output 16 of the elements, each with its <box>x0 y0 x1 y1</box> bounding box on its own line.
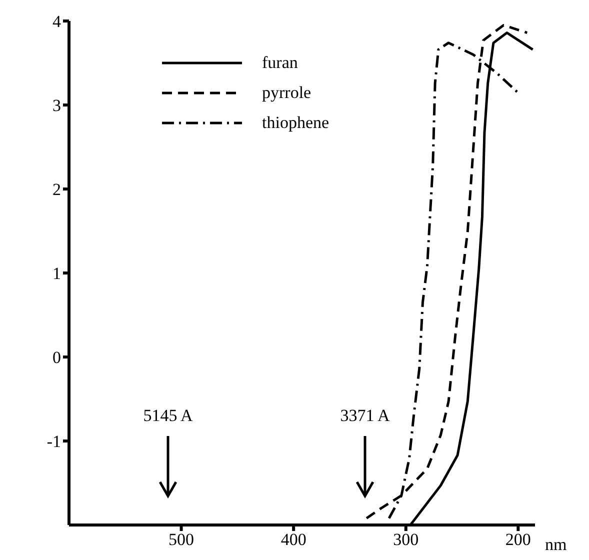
y-tick-label: -1 <box>46 432 61 452</box>
x-axis-title: nm <box>545 535 567 554</box>
legend-label: thiophene <box>262 113 330 132</box>
legend-label: furan <box>262 53 298 72</box>
y-tick-label: 4 <box>52 12 62 32</box>
x-tick-label: 400 <box>280 530 306 550</box>
legend-label: pyrrole <box>262 83 312 102</box>
annotation: 5145 A <box>142 406 194 426</box>
x-tick-label: 200 <box>505 530 531 550</box>
x-tick-label: 300 <box>393 530 419 550</box>
y-tick-label: 2 <box>52 180 61 200</box>
y-tick-label: 0 <box>52 348 61 368</box>
y-tick-label: 3 <box>52 96 61 116</box>
annotation: 3371 A <box>339 406 391 426</box>
y-tick-label: 1 <box>52 264 61 284</box>
x-tick-label: 500 <box>168 530 194 550</box>
